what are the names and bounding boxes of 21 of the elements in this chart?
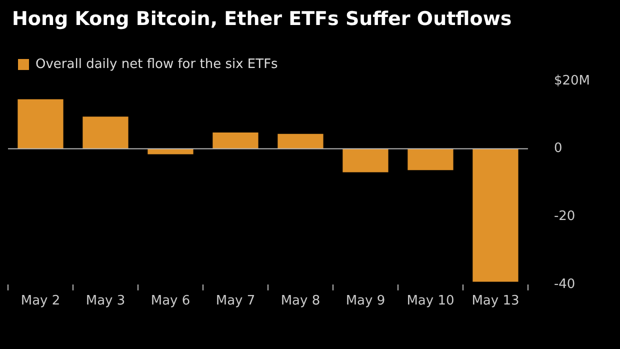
bar — [82, 116, 128, 149]
bar — [472, 148, 518, 282]
x-tick-label: May 10 — [406, 294, 454, 309]
y-tick-label: -40 — [554, 276, 576, 292]
y-tick-label: $20M — [554, 73, 590, 88]
x-tick-label: May 13 — [472, 294, 520, 309]
bar — [408, 148, 454, 170]
chart-title: Hong Kong Bitcoin, Ether ETFs Suffer Outflows — [12, 8, 512, 30]
x-tick-label: May 7 — [216, 294, 256, 309]
x-tick-label: May 9 — [346, 294, 386, 309]
x-tick-label: May 8 — [280, 294, 320, 309]
bar — [18, 99, 64, 149]
x-tick-label: May 6 — [150, 294, 190, 309]
bar — [212, 132, 258, 149]
bar — [342, 148, 388, 172]
bar — [278, 134, 324, 149]
x-tick-label: May 2 — [20, 294, 60, 309]
x-tick-label: May 3 — [86, 294, 126, 309]
y-tick-label: -20 — [554, 208, 576, 224]
y-tick-label: 0 — [554, 141, 562, 156]
legend-label: Overall daily net flow for the six ETFs — [36, 56, 278, 72]
